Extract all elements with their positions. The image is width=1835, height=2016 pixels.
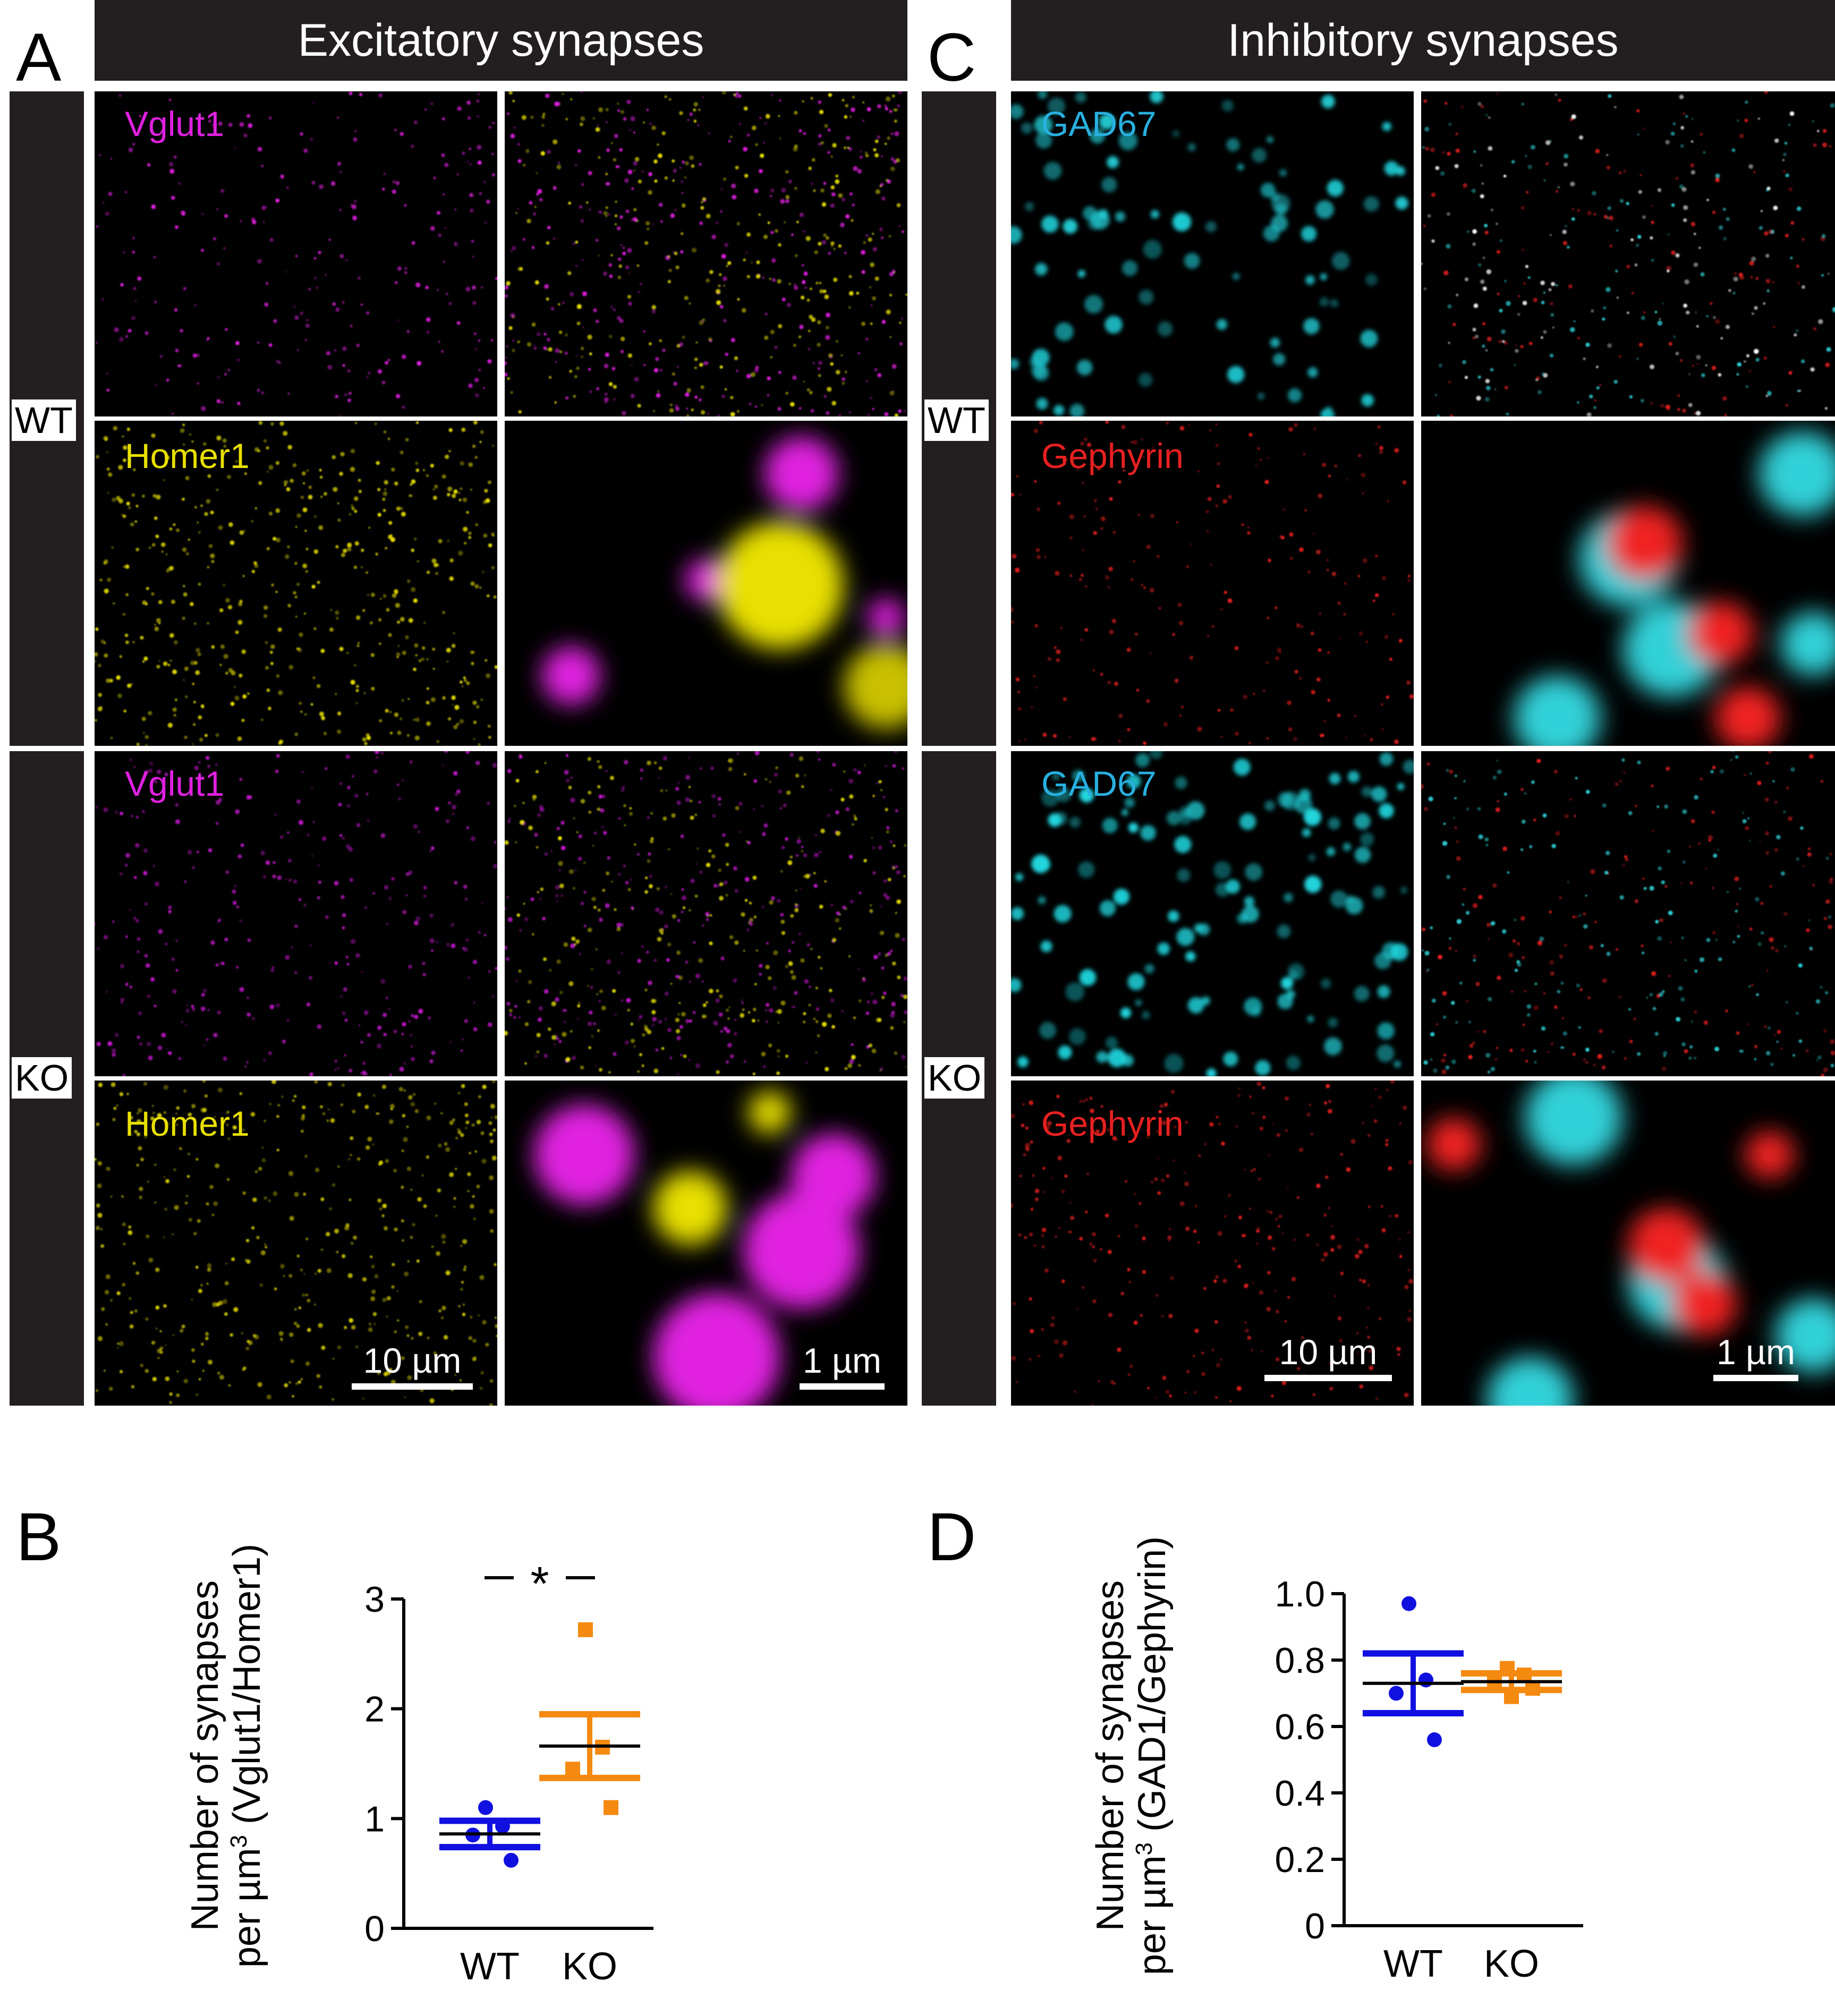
chart-b: 0 1 2 3 WT KO * (364, 1558, 653, 1988)
image-c-wt-zoom (1421, 421, 1835, 746)
data-point (1401, 1596, 1416, 1611)
image-a-ko-homer1 (95, 1081, 497, 1406)
image-a-wt-vglut1 (95, 91, 497, 416)
scale-bar-c-1um: 1 µm (1713, 1334, 1798, 1381)
y-tick-label: 0.8 (1275, 1640, 1325, 1681)
panel-letter-c: C (927, 20, 976, 96)
channel-label-c-ko-gad67: GAD67 (1041, 764, 1157, 803)
image-c-wt-gad67 (1011, 91, 1414, 416)
image-a-wt-homer1 (95, 421, 497, 746)
panel-a-header: Excitatory synapses (95, 0, 907, 81)
image-c-wt-gephyrin (1011, 421, 1414, 746)
data-point (578, 1622, 593, 1637)
y-tick-label: 2 (364, 1689, 385, 1730)
image-c-wt-merge (1421, 91, 1835, 416)
data-point (565, 1762, 580, 1777)
channel-label-c-ko-gephyrin: Gephyrin (1041, 1104, 1184, 1143)
y-tick-label: 1.0 (1275, 1574, 1325, 1614)
channel-label-a-wt-vglut1: Vglut1 (125, 104, 225, 143)
data-point (604, 1800, 618, 1815)
channel-label-c-wt-gephyrin: Gephyrin (1041, 436, 1184, 475)
scale-bar-c-10um: 10 µm (1264, 1334, 1392, 1381)
y-tick-label: 1 (364, 1799, 385, 1839)
image-c-ko-zoom (1421, 1081, 1835, 1406)
image-a-ko-zoom (505, 1081, 907, 1406)
image-a-ko-merge (505, 751, 907, 1076)
panel-letter-b: B (16, 1499, 62, 1575)
panel-c-header: Inhibitory synapses (1011, 0, 1835, 81)
significance-marker: * (530, 1558, 549, 1611)
x-tick-label: KO (1484, 1943, 1539, 1985)
x-tick-label: WT (460, 1945, 520, 1988)
channel-label-a-ko-homer1: Homer1 (125, 1104, 250, 1143)
y-tick-label: 0.4 (1275, 1773, 1325, 1814)
image-c-ko-merge (1421, 751, 1835, 1076)
x-tick-label: KO (562, 1945, 617, 1988)
channel-label-c-wt-gad67: GAD67 (1041, 104, 1157, 143)
scale-bar-a-10um: 10 µm (352, 1343, 473, 1390)
chart-d: 0 0.2 0.4 0.6 0.8 1.0 WT KO (1275, 1574, 1583, 1985)
data-point (1427, 1732, 1442, 1747)
genotype-label-c-ko: KO (924, 1057, 985, 1099)
genotype-label-a-wt: WT (12, 399, 76, 441)
channel-label-a-wt-homer1: Homer1 (125, 436, 250, 475)
y-tick-label: 0 (364, 1909, 385, 1949)
image-c-ko-gad67 (1011, 751, 1414, 1076)
panel-letter-d: D (927, 1499, 976, 1575)
x-tick-label: WT (1383, 1943, 1443, 1985)
y-tick-label: 0.6 (1275, 1707, 1325, 1747)
y-tick-label: 0.2 (1275, 1840, 1325, 1880)
image-a-wt-merge (505, 91, 907, 416)
data-point (478, 1800, 493, 1815)
image-c-ko-gephyrin (1011, 1081, 1414, 1406)
channel-label-a-ko-vglut1: Vglut1 (125, 764, 225, 803)
image-a-wt-zoom (505, 421, 907, 746)
chart-d-ylabel: Number of synapses per µm3 (GAD1/Gephyri… (1089, 1536, 1174, 1976)
data-point (504, 1852, 519, 1868)
panel-letter-a: A (16, 20, 62, 96)
genotype-label-a-ko: KO (12, 1057, 72, 1099)
scale-bar-a-1um: 1 µm (800, 1343, 885, 1390)
y-tick-label: 0 (1305, 1906, 1325, 1946)
genotype-label-c-wt: WT (924, 399, 989, 441)
data-point (1418, 1672, 1433, 1688)
image-a-ko-vglut1 (95, 751, 497, 1076)
y-tick-label: 3 (364, 1579, 385, 1620)
data-point (1389, 1686, 1404, 1701)
chart-b-ylabel: Number of synapses per µm3 (Vglut1/Homer… (184, 1543, 268, 1968)
